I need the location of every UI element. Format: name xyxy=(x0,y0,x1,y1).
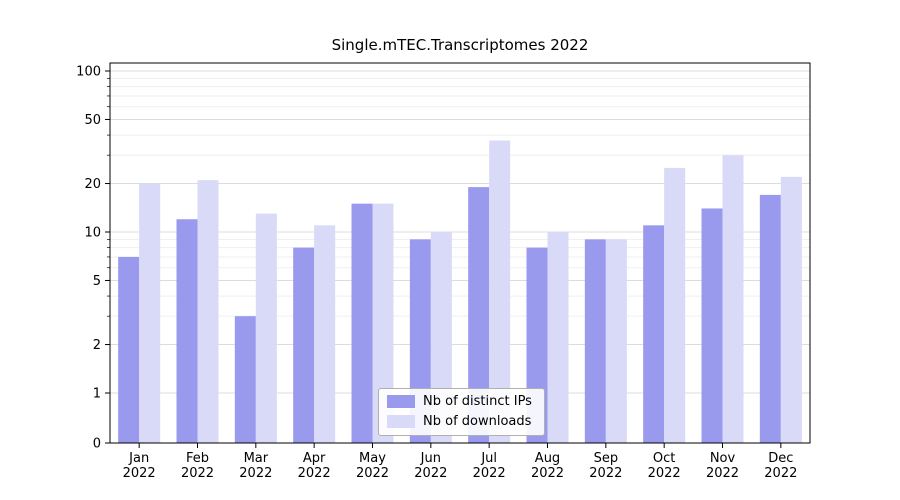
bar-downloads xyxy=(255,213,277,443)
bar-distinct-ips xyxy=(234,316,256,443)
legend-label-downloads: Nb of downloads xyxy=(423,414,532,429)
x-tick-label: Oct 2022 xyxy=(648,451,681,481)
legend: Nb of distinct IPs Nb of downloads xyxy=(378,388,545,436)
bar-distinct-ips xyxy=(118,256,140,443)
x-tick-label: Jul 2022 xyxy=(473,451,506,481)
y-tick-label: 0 xyxy=(93,437,101,452)
x-tick-label: Sep 2022 xyxy=(589,451,622,481)
bar-downloads xyxy=(489,140,511,443)
bar-downloads xyxy=(197,180,219,444)
x-tick-label: Mar 2022 xyxy=(239,451,272,481)
y-tick-label: 5 xyxy=(93,274,101,289)
bar-distinct-ips xyxy=(351,203,373,443)
bar-distinct-ips xyxy=(584,239,606,443)
y-tick-label: 50 xyxy=(84,113,101,128)
bar-downloads xyxy=(722,155,744,443)
bar-distinct-ips xyxy=(759,194,781,443)
plot-frame xyxy=(109,62,811,444)
bar-distinct-ips xyxy=(701,208,723,443)
y-tick-label: 20 xyxy=(84,177,101,192)
bar-distinct-ips xyxy=(176,219,198,443)
y-tick-label: 2 xyxy=(93,338,101,353)
chart-title: Single.mTEC.Transcriptomes 2022 xyxy=(331,36,589,54)
legend-label-distinct-ips: Nb of distinct IPs xyxy=(423,394,532,409)
x-tick-label: Jan 2022 xyxy=(123,451,156,481)
bar-downloads xyxy=(372,203,394,443)
bar-downloads xyxy=(664,167,686,444)
legend-item-distinct-ips: Nb of distinct IPs xyxy=(387,394,532,409)
x-tick-label: Dec 2022 xyxy=(764,451,797,481)
y-tick-label: 100 xyxy=(76,65,101,80)
x-tick-label: Aug 2022 xyxy=(531,451,564,481)
x-tick-label: Apr 2022 xyxy=(298,451,331,481)
x-tick-label: Feb 2022 xyxy=(181,451,214,481)
y-tick-label: 10 xyxy=(84,226,101,241)
bar-distinct-ips xyxy=(293,247,315,443)
x-tick-label: May 2022 xyxy=(356,451,389,481)
bar-downloads xyxy=(547,232,569,443)
x-tick-label: Jun 2022 xyxy=(414,451,447,481)
bar-downloads xyxy=(314,225,336,443)
bar-distinct-ips xyxy=(643,225,665,443)
legend-swatch xyxy=(387,415,415,428)
bar-downloads xyxy=(139,183,161,443)
legend-item-downloads: Nb of downloads xyxy=(387,414,532,429)
y-tick-label: 1 xyxy=(93,387,101,402)
bar-downloads xyxy=(780,176,802,444)
bar-distinct-ips xyxy=(468,187,490,443)
x-tick-label: Nov 2022 xyxy=(706,451,739,481)
bar-downloads xyxy=(605,239,627,443)
legend-swatch xyxy=(387,395,415,408)
